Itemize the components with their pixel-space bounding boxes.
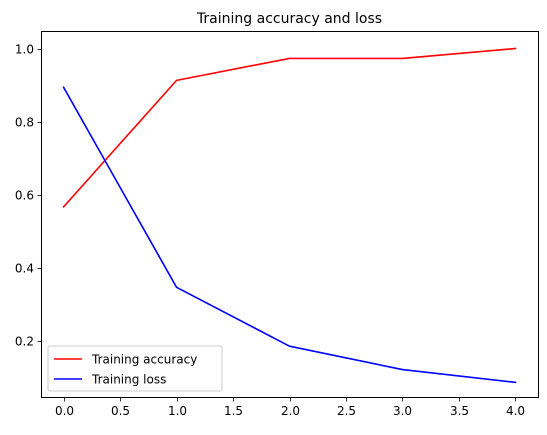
legend-box	[47, 345, 223, 392]
series-line-training-loss	[62, 86, 517, 384]
y-tick-label: 0.6	[15, 189, 34, 203]
legend-items: Training accuracy Training loss	[54, 353, 197, 387]
chart-title: Training accuracy and loss	[196, 11, 382, 27]
y-axis-ticks: 0.2 0.4 0.6 0.8 1.0	[15, 43, 42, 349]
x-tick-label: 0.5	[111, 404, 130, 418]
x-tick-label: 2.0	[281, 404, 300, 418]
legend: Training accuracy Training loss	[47, 345, 223, 392]
x-tick-label: 3.5	[450, 404, 469, 418]
y-tick-label: 0.2	[15, 335, 34, 349]
y-tick-label: 1.0	[15, 43, 34, 57]
x-tick-label: 1.0	[168, 404, 187, 418]
y-tick-label: 0.4	[15, 262, 34, 276]
x-tick-label: 0.0	[55, 404, 74, 418]
series-lines	[62, 47, 517, 384]
x-tick-label: 4.0	[506, 404, 525, 418]
y-tick-label: 0.8	[15, 116, 34, 130]
x-tick-label: 2.5	[337, 404, 356, 418]
legend-label: Training accuracy	[91, 353, 197, 367]
plot-frame	[41, 31, 539, 398]
x-tick-label: 3.0	[393, 404, 412, 418]
x-axis-ticks: 0.0 0.5 1.0 1.5 2.0 2.5 3.0 3.5 4.0	[55, 397, 525, 418]
legend-label: Training loss	[91, 373, 166, 387]
x-tick-label: 1.5	[224, 404, 243, 418]
series-line-training-accuracy	[62, 47, 517, 208]
